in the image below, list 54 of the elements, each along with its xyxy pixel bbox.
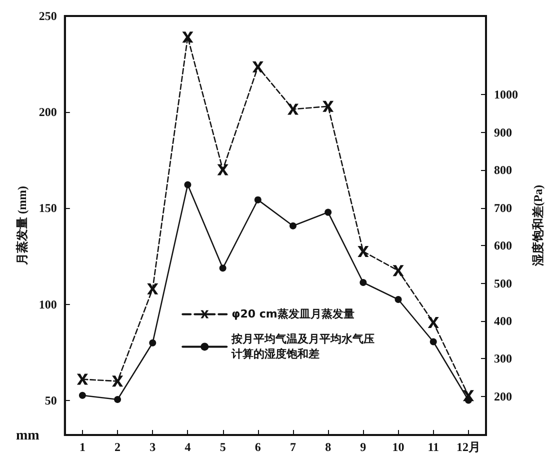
x-tick-label: 5 [220,440,226,454]
y2-tick-label: 600 [494,238,512,253]
y-tick-label: 150 [38,201,57,216]
y2-tick-label: 700 [494,200,512,215]
point [428,317,439,328]
point [290,222,296,230]
y-tick-label: 100 [38,297,57,312]
y-axis-title: 月蒸发量 (mm) [15,186,29,266]
point [392,265,404,276]
text: mm [16,428,40,444]
legend-label: 按月平均气温及月平均水气压计算的湿度饱和差 [230,332,375,361]
point [252,61,264,72]
y2-tick-label: 400 [494,314,512,328]
point [287,104,298,115]
x-tick-label: 1 [79,440,86,454]
point [114,396,122,404]
point [182,32,194,43]
point [464,396,472,404]
y2-tick-label: 200 [494,389,512,404]
x-tick-label: 9 [360,440,366,454]
x-tick-label: 12月 [456,440,480,454]
x-tick-label: 4 [184,440,191,454]
y2-tick-label: 800 [494,163,512,178]
point [322,100,334,112]
y2-tick-label: 1000 [494,88,518,102]
point [394,296,402,303]
point [147,283,158,294]
y2-tick-label: 900 [494,125,512,140]
point [358,246,369,257]
point [149,339,156,346]
x-tick-label: 6 [254,440,261,454]
point [430,338,437,346]
y-tick-label: 200 [38,105,57,120]
y2-tick-label: 500 [494,276,512,290]
y2-tick-label: 300 [494,352,512,366]
y-tick-label: 50 [44,393,57,408]
y-tick-label: 250 [38,9,57,23]
point [254,196,262,204]
point [76,374,88,385]
legend-label: φ20 cm蒸发皿月蒸发量 [232,308,354,321]
point [184,181,192,188]
x-tick-label: 2 [114,440,121,454]
x-tick-label: 8 [325,440,332,454]
point [360,279,367,286]
y2-axis-title: 湿度饱和差(Pa) [531,184,545,268]
point [78,392,86,399]
x-tick-label: 3 [150,440,156,454]
point [217,164,228,176]
point [324,208,332,216]
point [112,376,124,387]
point [219,264,226,272]
x-tick-label: 10 [392,440,404,454]
x-tick-label: 7 [290,440,296,454]
x-tick-label: 11 [428,440,440,454]
